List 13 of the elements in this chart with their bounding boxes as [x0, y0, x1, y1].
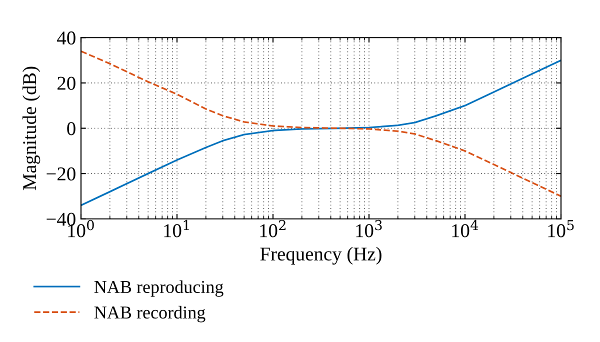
legend-label: NAB recording: [94, 306, 206, 322]
x-axis-title: Frequency (Hz): [260, 246, 382, 265]
x-tick-label: 10$^{3}$: [356, 220, 382, 238]
x-tick-label: 10$^{2}$: [260, 220, 286, 238]
y-axis-title: Magnitude (dB): [22, 66, 40, 190]
y-tick-label: −20: [46, 167, 76, 181]
x-tick-label: 10$^{1}$: [164, 220, 189, 238]
y-tick-label: 20: [58, 76, 76, 90]
x-tick-label: 10$^{4}$: [452, 220, 478, 238]
x-tick-label: 10$^{5}$: [548, 220, 574, 238]
y-tick-label: 0: [67, 122, 76, 136]
y-tick-label: 40: [57, 31, 76, 45]
legend-label: NAB reproducing: [94, 280, 224, 297]
